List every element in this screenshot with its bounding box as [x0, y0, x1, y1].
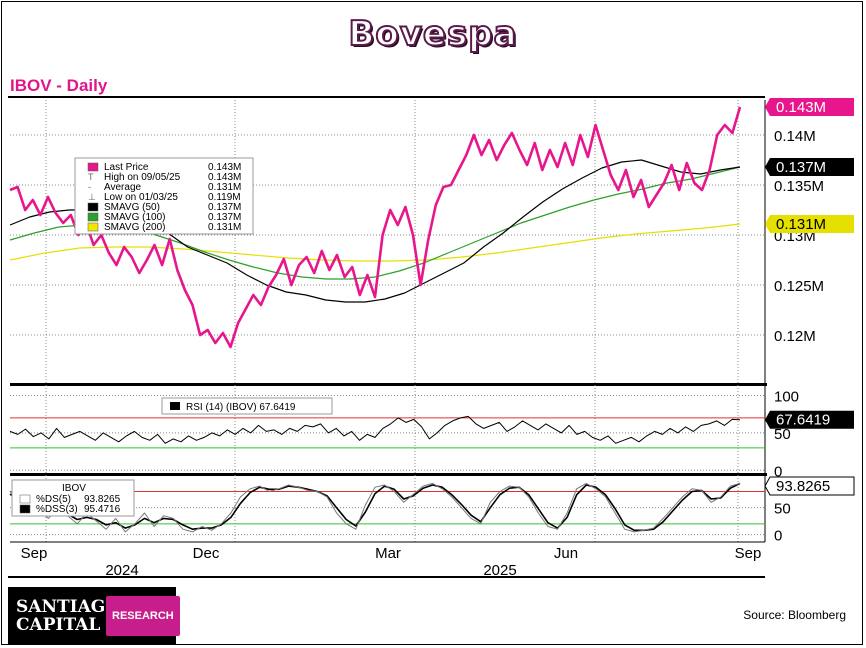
x-year-label: 2025 — [483, 562, 516, 579]
rsi-line — [9, 415, 741, 444]
stoch-tick-label: 0 — [774, 528, 782, 545]
stoch-legend-label: %DS(5) — [36, 494, 71, 505]
stoch-tick-label: 50 — [774, 501, 791, 518]
x-tick-label: Mar — [375, 545, 401, 562]
rsi-tag-bg — [765, 410, 854, 429]
stoch-legend-title: IBOV — [62, 483, 86, 494]
stoch-tag-bg — [764, 476, 855, 496]
legend-label: SMAVG (50) — [104, 202, 160, 213]
sma50-tag: 0.137M — [776, 159, 826, 176]
price-tick-label: 0.135M — [774, 178, 824, 195]
rsi-tick-label: 100 — [774, 388, 799, 405]
logo-badge: RESEARCH — [106, 595, 180, 636]
legend-label: Last Price — [104, 162, 149, 173]
x-tick-label: Sep — [735, 545, 762, 562]
rsi-tick-label: 0 — [774, 463, 782, 480]
price-tick-label: 0.12M — [774, 328, 816, 345]
legend-value: 0.143M — [208, 172, 241, 183]
price-tick-label: 0.125M — [774, 278, 824, 295]
company-logo: SANTIAGO CAPITAL RESEARCH — [8, 587, 180, 644]
price-line — [9, 106, 742, 349]
panel-separator — [10, 383, 767, 386]
x-tick-label: Sep — [21, 545, 48, 562]
price-legend — [74, 157, 254, 235]
stoch-legend-swatch — [19, 494, 31, 504]
legend-value: 0.137M — [208, 212, 241, 223]
page-title: Bovespa — [347, 13, 518, 55]
x-tick-label: Jun — [554, 545, 578, 562]
stoch-legend-label: %DSS(3) — [36, 504, 78, 515]
x-tick-label: Dec — [193, 545, 220, 562]
legend-value: 0.119M — [208, 192, 241, 203]
sma50-tag-bg — [765, 158, 854, 176]
sma200-line — [9, 223, 741, 262]
stoch-legend-value: 93.8265 — [84, 494, 121, 505]
stoch-legend — [11, 479, 135, 517]
legend-marker: - — [88, 182, 91, 192]
rsi-tick-label: 50 — [774, 426, 791, 443]
top-rule — [8, 96, 765, 98]
last-price-tag-bg — [765, 98, 854, 116]
sma200-tag-bg — [765, 215, 854, 233]
bottom-rule — [8, 576, 765, 578]
legend-value: 0.131M — [208, 222, 241, 233]
price-tick-label: 0.14M — [774, 128, 816, 145]
source-note: Source: Bloomberg — [743, 608, 846, 622]
rsi-legend-label: RSI (14) (IBOV) 67.6419 — [186, 402, 296, 413]
rsi-tag: 67.6419 — [776, 412, 830, 429]
legend-swatch — [87, 222, 99, 232]
legend-value: 0.143M — [208, 162, 241, 173]
legend-swatch — [87, 212, 99, 222]
legend-marker: T — [88, 172, 94, 182]
x-year-label: 2024 — [105, 562, 138, 579]
legend-label: SMAVG (100) — [104, 212, 166, 223]
sma200-tag: 0.131M — [776, 216, 826, 233]
rsi-legend — [161, 397, 333, 415]
legend-value: 0.131M — [208, 182, 241, 193]
rsi-legend-swatch — [170, 402, 180, 410]
stoch-tag: 93.8265 — [776, 478, 830, 495]
stoch-ds-line — [9, 482, 741, 533]
legend-label: High on 09/05/25 — [104, 172, 181, 183]
legend-swatch — [87, 202, 99, 212]
legend-label: Average — [104, 182, 142, 193]
legend-label: SMAVG (200) — [104, 222, 166, 233]
stoch-legend-swatch — [19, 504, 31, 514]
legend-swatch — [87, 162, 99, 172]
logo-name: SANTIAGO CAPITAL — [16, 596, 121, 635]
last-price-tag: 0.143M — [776, 99, 826, 116]
legend-label: Low on 01/03/25 — [104, 192, 178, 203]
panel-separator — [10, 473, 767, 476]
chart-subtitle: IBOV - Daily — [10, 76, 108, 95]
legend-value: 0.137M — [208, 202, 241, 213]
stoch-legend-value: 95.4716 — [84, 504, 121, 515]
legend-marker: ⊥ — [88, 192, 96, 202]
